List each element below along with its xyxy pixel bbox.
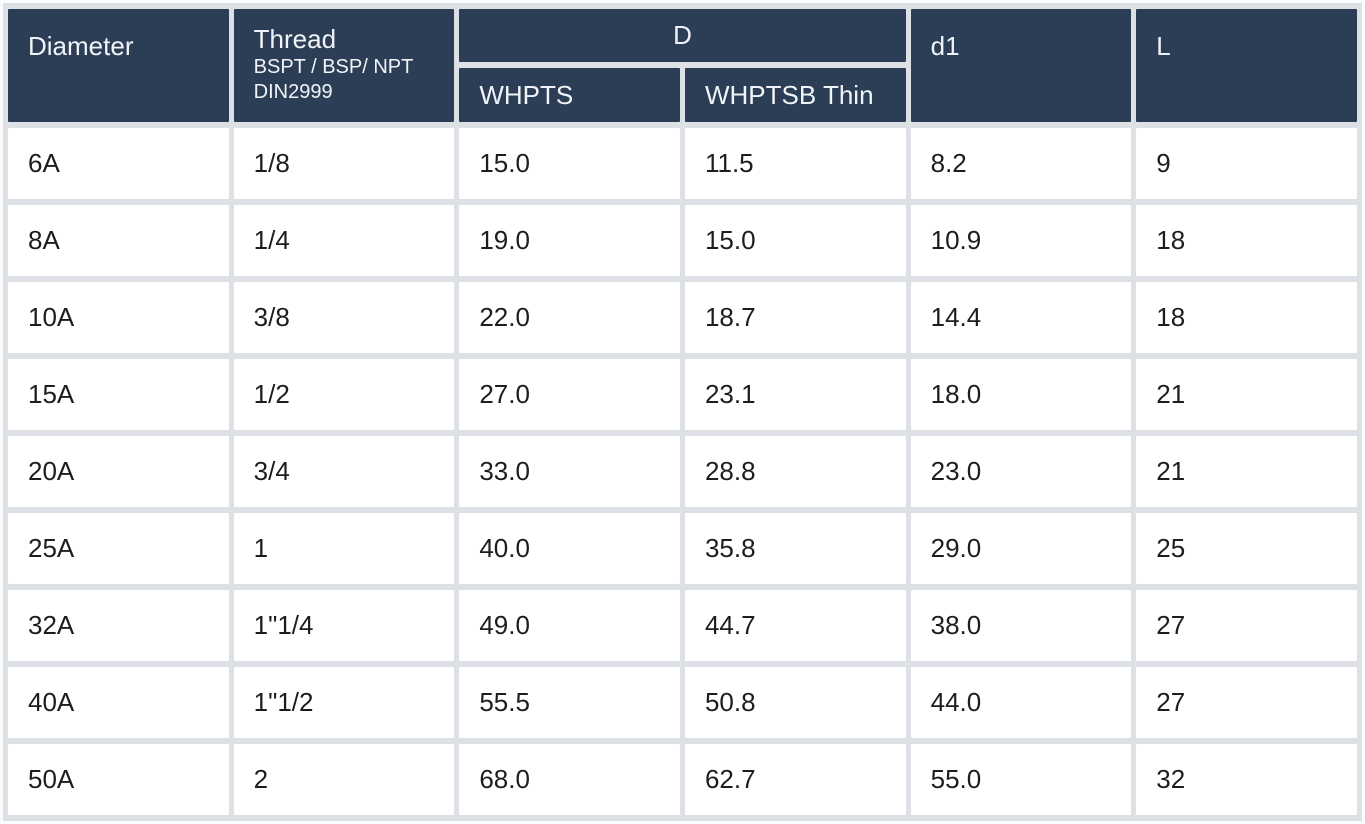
cell-diameter: 25A: [8, 513, 229, 584]
thread-subtitle-line1: BSPT / BSP/ NPT: [253, 56, 414, 78]
cell-l: 21: [1136, 359, 1357, 430]
cell-d-whpts: 40.0: [459, 513, 680, 584]
cell-diameter: 6A: [8, 128, 229, 199]
cell-d-whpts: 27.0: [459, 359, 680, 430]
table-body: 6A 1/8 15.0 11.5 8.2 9 8A 1/4 19.0 15.0 …: [8, 128, 1357, 815]
table-row-50a: 50A 2 68.0 62.7 55.0 32: [8, 744, 1357, 815]
table-row-40a: 40A 1"1/2 55.5 50.8 44.0 27: [8, 667, 1357, 738]
cell-d-whptsb: 50.8: [684, 667, 906, 738]
cell-d-whpts: 22.0: [459, 282, 680, 353]
dimension-spec-table: Diameter Thread BSPT / BSP/ NPT DIN2999 …: [3, 3, 1362, 821]
cell-thread: 1/2: [233, 359, 455, 430]
table-row-20a: 20A 3/4 33.0 28.8 23.0 21: [8, 436, 1357, 507]
table-row-25a: 25A 1 40.0 35.8 29.0 25: [8, 513, 1357, 584]
table-row-32a: 32A 1"1/4 49.0 44.7 38.0 27: [8, 590, 1357, 661]
table-row-10a: 10A 3/8 22.0 18.7 14.4 18: [8, 282, 1357, 353]
header-row-sub: WHPTS WHPTSB Thin: [8, 68, 1357, 122]
cell-d-whptsb: 15.0: [684, 205, 906, 276]
cell-d1: 10.9: [910, 205, 1132, 276]
cell-diameter: 15A: [8, 359, 229, 430]
cell-diameter: 40A: [8, 667, 229, 738]
cell-d-whpts: 55.5: [459, 667, 680, 738]
header-row-top: Diameter Thread BSPT / BSP/ NPT DIN2999 …: [8, 9, 1357, 122]
cell-l: 18: [1136, 205, 1357, 276]
cell-thread: 1"1/4: [233, 590, 455, 661]
cell-d1: 44.0: [910, 667, 1132, 738]
cell-d1: 14.4: [910, 282, 1132, 353]
table-row-8a: 8A 1/4 19.0 15.0 10.9 18: [8, 205, 1357, 276]
cell-d-whpts: 33.0: [459, 436, 680, 507]
cell-d-whptsb: 23.1: [684, 359, 906, 430]
cell-d1: 8.2: [910, 128, 1132, 199]
cell-l: 32: [1136, 744, 1357, 815]
cell-d-whptsb: 62.7: [684, 744, 906, 815]
cell-thread: 1/4: [233, 205, 455, 276]
cell-d-whpts: 15.0: [459, 128, 680, 199]
col-header-diameter: Diameter: [8, 9, 229, 122]
col-header-d-group: D: [459, 9, 906, 62]
cell-d-whptsb: 35.8: [684, 513, 906, 584]
cell-d-whptsb: 11.5: [684, 128, 906, 199]
cell-d1: 23.0: [910, 436, 1132, 507]
col-header-whptsb-thin: WHPTSB Thin: [684, 68, 906, 122]
cell-l: 27: [1136, 667, 1357, 738]
thread-title: Thread: [253, 24, 337, 54]
cell-thread: 3/8: [233, 282, 455, 353]
cell-diameter: 20A: [8, 436, 229, 507]
cell-diameter: 32A: [8, 590, 229, 661]
table-row-6a: 6A 1/8 15.0 11.5 8.2 9: [8, 128, 1357, 199]
cell-thread: 1: [233, 513, 455, 584]
cell-l: 18: [1136, 282, 1357, 353]
col-header-thread: Thread BSPT / BSP/ NPT DIN2999: [233, 9, 455, 122]
table-row-15a: 15A 1/2 27.0 23.1 18.0 21: [8, 359, 1357, 430]
cell-l: 27: [1136, 590, 1357, 661]
cell-thread: 1/8: [233, 128, 455, 199]
cell-thread: 3/4: [233, 436, 455, 507]
cell-d-whptsb: 28.8: [684, 436, 906, 507]
cell-d-whptsb: 18.7: [684, 282, 906, 353]
col-header-d1: d1: [910, 9, 1132, 122]
cell-d1: 55.0: [910, 744, 1132, 815]
cell-d1: 18.0: [910, 359, 1132, 430]
cell-d-whpts: 49.0: [459, 590, 680, 661]
thread-subtitle-line2: DIN2999: [253, 81, 333, 103]
cell-diameter: 50A: [8, 744, 229, 815]
cell-d-whpts: 68.0: [459, 744, 680, 815]
cell-diameter: 10A: [8, 282, 229, 353]
cell-d1: 29.0: [910, 513, 1132, 584]
cell-d1: 38.0: [910, 590, 1132, 661]
table-header: Diameter Thread BSPT / BSP/ NPT DIN2999 …: [8, 9, 1357, 122]
col-header-l: L: [1136, 9, 1357, 122]
cell-d-whptsb: 44.7: [684, 590, 906, 661]
cell-thread: 2: [233, 744, 455, 815]
cell-l: 21: [1136, 436, 1357, 507]
col-header-whpts: WHPTS: [459, 68, 680, 122]
cell-l: 25: [1136, 513, 1357, 584]
cell-diameter: 8A: [8, 205, 229, 276]
cell-d-whpts: 19.0: [459, 205, 680, 276]
cell-thread: 1"1/2: [233, 667, 455, 738]
cell-l: 9: [1136, 128, 1357, 199]
